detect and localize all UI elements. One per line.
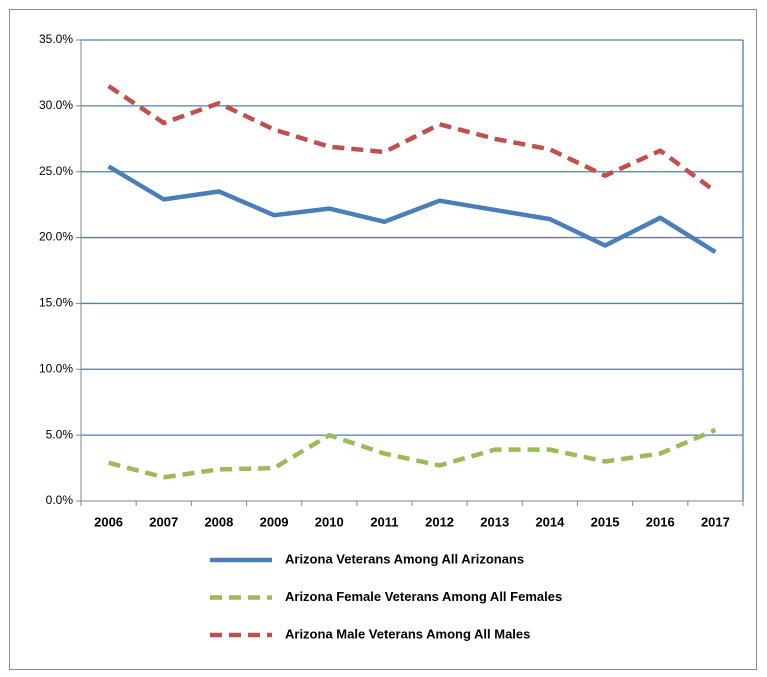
legend-label: Arizona Male Veterans Among All Males [285,626,530,641]
series-line [107,164,717,254]
x-tick-label: 2011 [370,514,398,529]
x-tick-label: 2006 [94,514,123,529]
x-tick-label: 2009 [260,514,289,529]
x-tick-label: 2010 [315,514,344,529]
x-tick-label: 2013 [480,514,509,529]
x-tick-label: 2007 [149,514,178,529]
y-tick-label: 0.0% [46,493,74,507]
x-tick-label: 2008 [204,514,233,529]
legend-label: Arizona Veterans Among All Arizonans [285,551,524,566]
y-tick-label: 35.0% [39,32,73,46]
x-tick-label: 2012 [425,514,454,529]
x-tick-label: 2016 [646,514,675,529]
x-tick-label: 2017 [701,514,730,529]
y-tick-label: 25.0% [39,164,73,178]
chart-border [9,9,757,670]
legend-label: Arizona Female Veterans Among All Female… [285,589,562,604]
y-tick-label: 10.0% [39,361,73,375]
series-line [108,427,717,480]
series-line [107,84,717,194]
y-tick-label: 15.0% [39,296,73,310]
x-tick-label: 2015 [591,514,620,529]
y-tick-label: 30.0% [39,98,73,112]
y-tick-label: 5.0% [46,427,74,441]
x-tick-label: 2014 [535,514,565,529]
y-tick-label: 20.0% [39,230,73,244]
